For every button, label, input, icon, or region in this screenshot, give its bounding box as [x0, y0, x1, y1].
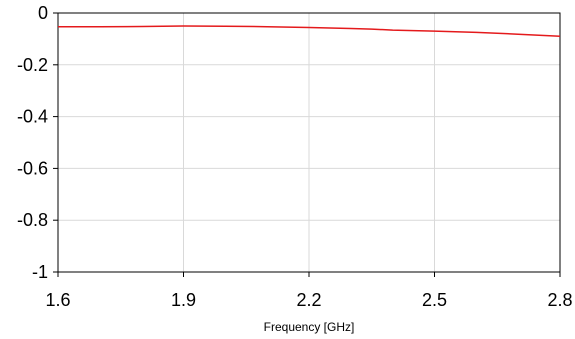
y-tick-labels: 0 -0.2 -0.4 -0.6 -0.8 -1: [17, 3, 48, 282]
y-tick-label: 0: [38, 3, 48, 23]
series-line: [58, 25, 561, 38]
x-tick-label: 1.9: [171, 290, 196, 310]
grid-lines: [57, 12, 561, 273]
x-tick-label: 2.8: [547, 290, 572, 310]
tick-marks: [53, 12, 561, 277]
x-axis-label: Frequency [GHz]: [264, 320, 355, 334]
series-layer: [58, 25, 561, 38]
y-tick-label: -0.6: [17, 158, 48, 178]
y-tick-label: -0.4: [17, 107, 48, 127]
y-tick-label: -0.2: [17, 55, 48, 75]
y-tick-label: -0.8: [17, 210, 48, 230]
x-tick-label: 2.5: [422, 290, 447, 310]
x-tick-labels: 1.6 1.9 2.2 2.5 2.8: [45, 290, 572, 310]
y-tick-label: -1: [32, 262, 48, 282]
x-tick-label: 1.6: [45, 290, 70, 310]
x-tick-label: 2.2: [296, 290, 321, 310]
